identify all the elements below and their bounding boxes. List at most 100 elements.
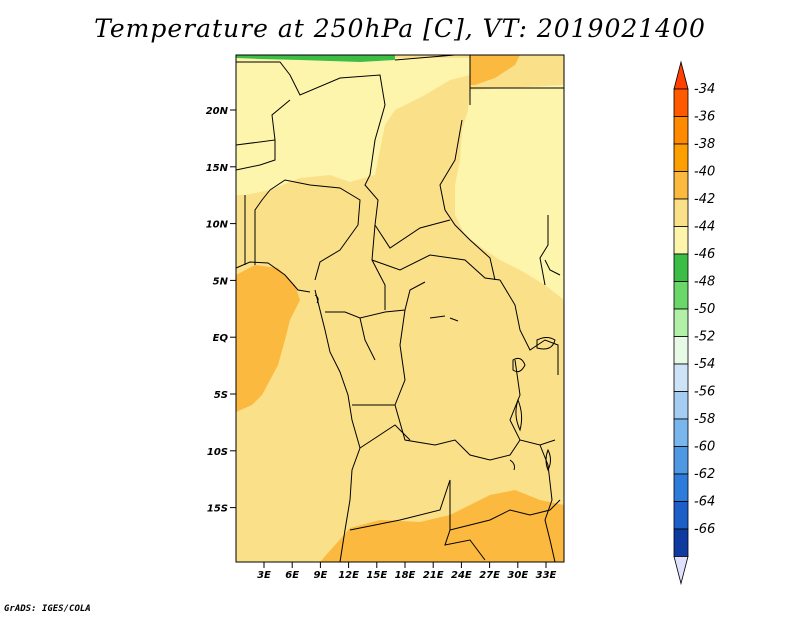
colorbar-swatch bbox=[673, 171, 689, 200]
map-panel bbox=[236, 55, 564, 562]
contour-fill-42-north bbox=[236, 58, 470, 195]
colorbar-swatch bbox=[673, 391, 689, 420]
border-line bbox=[394, 309, 406, 406]
border-line bbox=[314, 289, 361, 563]
lake-outline bbox=[512, 357, 526, 373]
lake-outline bbox=[314, 294, 319, 304]
longitude-axis: 3E 6E 9E 12E 15E 18E 21E 24E 27E 30E 33E bbox=[257, 562, 557, 581]
colorbar-swatch bbox=[673, 116, 689, 145]
colorbar-label: -58 bbox=[694, 412, 715, 427]
border-line bbox=[269, 179, 361, 281]
border-line bbox=[539, 215, 549, 286]
lat-tick-label: 5S bbox=[214, 390, 228, 401]
lat-tick-label: 15N bbox=[206, 163, 229, 174]
colorbar-swatch bbox=[673, 308, 689, 337]
border-line bbox=[359, 317, 376, 361]
border-line bbox=[499, 279, 559, 375]
colorbar-swatch bbox=[673, 446, 689, 475]
lat-tick-label: 10S bbox=[207, 447, 228, 458]
colorbar-label: -60 bbox=[694, 440, 715, 455]
lon-tick-label: 15E bbox=[366, 570, 387, 581]
lon-tick-label: 6E bbox=[285, 570, 299, 581]
lon-tick-label: 27E bbox=[479, 570, 500, 581]
colorbar-swatch bbox=[673, 198, 689, 227]
lakes-and-rivers bbox=[314, 294, 556, 472]
lat-tick-label: 15S bbox=[207, 504, 228, 515]
colorbar-label: -40 bbox=[694, 165, 715, 180]
border-line bbox=[254, 189, 271, 265]
contour-fill-38-northeast bbox=[470, 55, 520, 85]
lon-tick-label: 33E bbox=[536, 570, 557, 581]
colorbar-swatch bbox=[673, 253, 689, 282]
lake-outline bbox=[509, 459, 515, 471]
lon-tick-label: 12E bbox=[338, 570, 359, 581]
border-line bbox=[439, 119, 496, 281]
colorbar-label: -66 bbox=[694, 522, 715, 537]
border-line bbox=[509, 359, 556, 446]
lon-tick-label: 18E bbox=[395, 570, 416, 581]
colorbar-label: -42 bbox=[694, 192, 715, 207]
colorbar: -34 -36 -38 -40 -42 -44 -46 -48 -50 -52 -54 -56 -58 -… bbox=[673, 60, 715, 586]
lake-outline bbox=[515, 398, 523, 432]
lon-tick-label: 24E bbox=[451, 570, 472, 581]
border-line bbox=[539, 444, 556, 563]
border-line bbox=[349, 479, 486, 561]
contour-fill-44-top bbox=[236, 55, 395, 62]
colorbar-label: -64 bbox=[694, 495, 715, 510]
colorbar-swatch bbox=[673, 363, 689, 392]
lat-tick-label: 20N bbox=[206, 106, 229, 117]
colorbar-label: -38 bbox=[694, 137, 715, 152]
lake-outline bbox=[545, 448, 551, 472]
colorbar-top-arrow bbox=[673, 60, 689, 90]
border-line bbox=[325, 311, 386, 319]
colorbar-swatch bbox=[673, 473, 689, 502]
colorbar-label: -52 bbox=[694, 330, 715, 345]
border-line bbox=[449, 499, 561, 531]
colorbar-swatch bbox=[673, 528, 689, 557]
footer-credit: GrADS: IGES/COLA bbox=[4, 604, 91, 614]
colorbar-swatch bbox=[673, 226, 689, 255]
border-line bbox=[235, 261, 311, 293]
latitude-axis: 20N 15N 10N 5N EQ 5S 10S 15S bbox=[206, 106, 236, 515]
colorbar-label: -44 bbox=[694, 220, 715, 235]
lon-tick-label: 9E bbox=[314, 570, 328, 581]
lake-outline bbox=[536, 337, 556, 350]
border-line bbox=[359, 424, 411, 449]
contour-fill-38-south bbox=[320, 490, 564, 562]
lake-outline bbox=[429, 315, 459, 322]
colorbar-label: -62 bbox=[694, 467, 715, 482]
colorbar-label: -36 bbox=[694, 110, 715, 125]
border-line bbox=[371, 224, 386, 310]
lon-tick-label: 30E bbox=[507, 570, 528, 581]
border-line bbox=[384, 281, 426, 313]
lon-tick-label: 3E bbox=[257, 570, 271, 581]
lat-tick-label: 5N bbox=[213, 276, 229, 287]
contour-fill-38-gulf bbox=[236, 265, 300, 412]
border-line bbox=[544, 259, 561, 276]
contour-fill-42-east bbox=[455, 85, 564, 300]
colorbar-swatch bbox=[673, 281, 689, 310]
colorbar-label: -50 bbox=[694, 302, 715, 317]
colorbar-label: -54 bbox=[694, 357, 715, 372]
border-line bbox=[352, 404, 521, 461]
colorbar-label: -48 bbox=[694, 275, 715, 290]
colorbar-swatch bbox=[673, 336, 689, 365]
colorbar-swatch bbox=[673, 501, 689, 530]
colorbar-swatch bbox=[673, 143, 689, 172]
border-line bbox=[374, 219, 451, 249]
lon-tick-label: 21E bbox=[423, 570, 444, 581]
border-line bbox=[235, 99, 291, 146]
lat-tick-label: 10N bbox=[206, 220, 229, 231]
colorbar-label: -46 bbox=[694, 247, 715, 262]
colorbar-swatch bbox=[673, 88, 689, 117]
border-line bbox=[371, 254, 501, 281]
colorbar-label: -34 bbox=[694, 82, 715, 97]
political-boundaries bbox=[235, 54, 564, 563]
map-frame bbox=[235, 54, 565, 563]
colorbar-bottom-arrow bbox=[673, 556, 689, 586]
lat-tick-label: EQ bbox=[213, 333, 229, 344]
colorbar-label: -56 bbox=[694, 385, 715, 400]
border-line bbox=[236, 61, 386, 226]
colorbar-swatch bbox=[673, 418, 689, 447]
